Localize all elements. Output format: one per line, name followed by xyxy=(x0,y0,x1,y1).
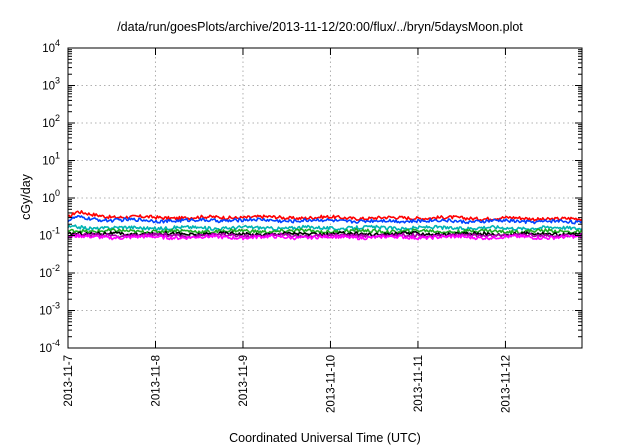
x-tick-label: 2013-11-12 xyxy=(500,355,512,413)
y-tick-label: 10-1 xyxy=(39,226,60,243)
y-tick-label: 10-3 xyxy=(39,301,60,318)
chart-title: /data/run/goesPlots/archive/2013-11-12/2… xyxy=(117,20,523,34)
series-line xyxy=(67,228,583,235)
x-axis-label: Coordinated Universal Time (UTC) xyxy=(229,431,421,445)
x-tick-labels: 2013-11-7 2013-11-8 2013-11-9 2013-11-10 201… xyxy=(63,355,512,413)
y-tick-label: 102 xyxy=(42,113,60,130)
series-line xyxy=(67,224,583,231)
y-axis-label: cGy/day xyxy=(19,173,33,220)
series-line xyxy=(67,233,583,241)
y-tick-label: 10-2 xyxy=(39,263,60,280)
ticks xyxy=(67,47,582,349)
y-tick-labels: 10-4 10-3 10-2 10-1 100 101 102 103 104 xyxy=(39,38,60,355)
x-tick-label: 2013-11-7 xyxy=(63,355,75,407)
y-tick-label: 103 xyxy=(42,76,60,93)
y-tick-label: 104 xyxy=(42,38,60,55)
x-tick-label: 2013-11-10 xyxy=(325,355,337,413)
series-line xyxy=(67,215,583,225)
x-tick-label: 2013-11-8 xyxy=(150,355,162,407)
grid xyxy=(68,48,582,348)
x-tick-label: 2013-11-9 xyxy=(238,355,250,407)
series-line xyxy=(67,210,583,222)
y-tick-label: 10-4 xyxy=(39,338,60,355)
series-layer xyxy=(67,210,583,241)
x-tick-label: 2013-11-11 xyxy=(413,355,425,412)
y-tick-label: 100 xyxy=(42,188,60,205)
y-tick-label: 101 xyxy=(42,151,60,168)
